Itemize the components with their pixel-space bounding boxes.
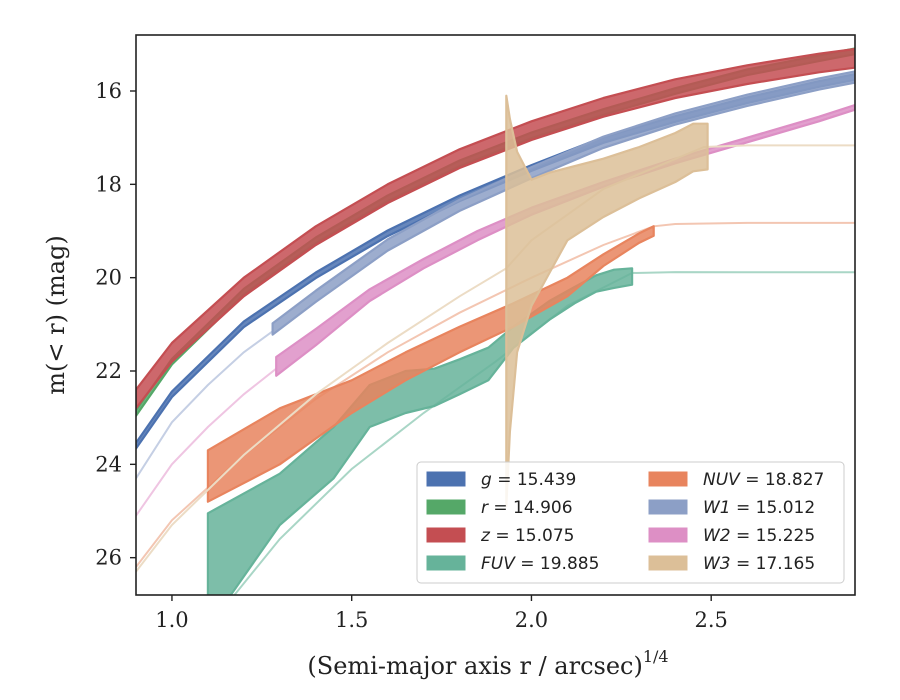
legend-label-g: g = 15.439 [481,470,576,490]
y-tick-label: 26 [95,546,122,570]
series-W3-faint-line [136,144,855,573]
series-W2-band [275,103,855,377]
legend-label-NUV: NUV = 18.827 [703,470,824,490]
y-tick-label: 24 [95,452,122,476]
series-NUV-band [206,225,655,503]
legend-label-W3: W3 = 17.165 [703,554,815,574]
legend-swatch-NUV [648,471,688,487]
series-W2-faint-line [136,367,277,517]
legend-swatch-W3 [648,555,688,571]
y-axis: 16 18 20 22 24 26 [95,79,136,570]
x-axis-label-text: (Semi-major axis r / arcsec) [307,652,642,680]
legend-swatch-W1 [648,499,688,515]
x-axis-label-exponent: 1/4 [643,647,669,666]
legend-swatch-FUV [426,555,466,571]
x-axis-label: (Semi-major axis r / arcsec)1/4 [307,647,668,680]
legend-swatch-r [426,499,466,515]
series-g-band [136,73,855,450]
series-W1-band [271,70,855,336]
legend-swatch-g [426,471,466,487]
legend-swatch-z [426,527,466,543]
x-tick-label: 1.0 [155,608,188,632]
legend: g = 15.439 r = 14.906 z = 15.075 FUV = 19.8… [416,461,845,584]
series-W1-faint-line [136,330,274,479]
x-tick-label: 2.5 [694,608,727,632]
y-tick-label: 20 [95,266,122,290]
series-z-band [136,47,855,410]
legend-swatch-W2 [648,527,688,543]
y-tick-label: 22 [95,359,122,383]
y-tick-label: 18 [95,172,122,196]
legend-box [416,461,845,584]
y-axis-label: m(< r) (mag) [42,235,70,394]
x-axis: 1.0 1.5 2.0 2.5 [155,595,728,632]
y-tick-label: 16 [95,79,122,103]
series-W3-band [505,94,709,508]
legend-label-r: r = 14.906 [481,498,573,518]
legend-label-z: z = 15.075 [480,526,574,546]
series-layer [136,47,855,595]
legend-label-W2: W2 = 15.225 [703,526,815,546]
legend-label-W1: W1 = 15.012 [703,498,815,518]
x-tick-label: 2.0 [515,608,548,632]
legend-items: g = 15.439 r = 14.906 z = 15.075 FUV = 19.8… [426,470,824,574]
legend-label-FUV: FUV = 19.885 [481,554,599,574]
x-tick-label: 1.5 [335,608,368,632]
plot-frame [135,34,856,596]
